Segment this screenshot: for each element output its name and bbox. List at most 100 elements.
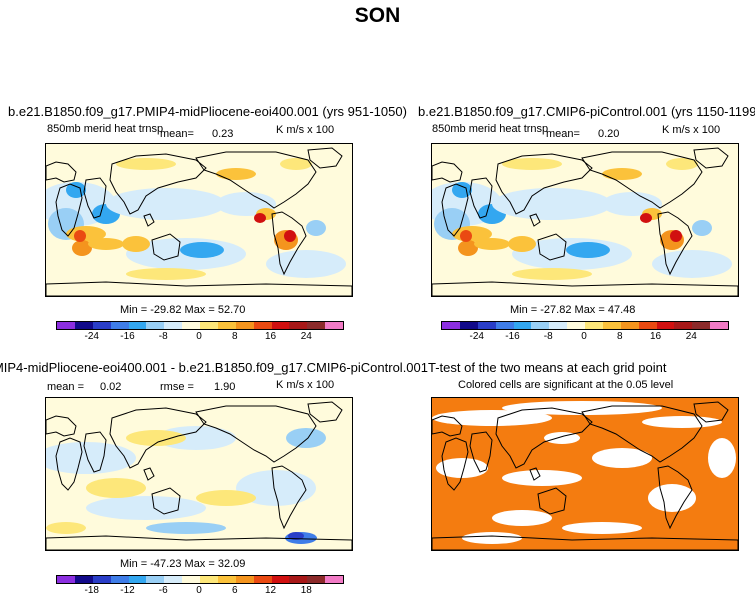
- panel2-variable-label: 850mb merid heat trnsp: [432, 123, 549, 135]
- colorbar-tick-label: -16: [120, 331, 135, 342]
- coastline: [693, 147, 729, 169]
- field-anomaly: [286, 428, 326, 448]
- colorbar-tick-label: 6: [231, 585, 238, 596]
- panel3-rmse-label: rmse =: [160, 381, 194, 393]
- field-anomaly: [602, 168, 642, 180]
- colorbar-swatch: [656, 322, 675, 329]
- panel2-mean-label: mean=: [546, 128, 580, 140]
- colorbar-swatch: [602, 322, 621, 329]
- coastline: [307, 147, 343, 169]
- field-anomaly: [566, 242, 610, 258]
- coastline: [109, 407, 207, 469]
- panel2-mean-value: 0.20: [598, 128, 620, 140]
- colorbar-swatch: [217, 322, 236, 329]
- field-anomaly: [592, 448, 652, 468]
- colorbar-swatch: [638, 322, 657, 329]
- coastline: [307, 401, 343, 423]
- field-anomaly: [474, 238, 510, 250]
- coastline: [537, 487, 567, 515]
- field-anomaly: [46, 522, 86, 534]
- field-anomaly: [116, 158, 176, 170]
- coastline: [46, 281, 352, 296]
- field-anomaly: [88, 238, 124, 250]
- field-anomaly: [432, 410, 552, 426]
- field-anomaly: [462, 532, 522, 544]
- colorbar-swatch: [146, 322, 165, 329]
- field-anomaly: [86, 496, 206, 520]
- panel3-min-label: Min =: [120, 558, 151, 570]
- coastline: [529, 213, 541, 227]
- panel4-subtitle: Colored cells are significant at the 0.0…: [458, 379, 674, 391]
- panel1-min-label: Min =: [120, 304, 151, 316]
- field-anomaly: [126, 430, 186, 446]
- field-anomaly: [156, 426, 236, 450]
- colorbar-swatch: [128, 322, 147, 329]
- colorbar-swatch: [74, 576, 93, 583]
- field-anomaly: [46, 442, 136, 474]
- colorbar-swatch: [128, 576, 147, 583]
- colorbar-swatch: [271, 576, 290, 583]
- field-anomaly: [266, 250, 346, 278]
- field-anomaly: [692, 220, 712, 236]
- panel3-rmse-value: 1.90: [214, 381, 236, 393]
- coastline: [581, 405, 703, 463]
- panel3-units: K m/s x 100: [276, 379, 335, 391]
- field-anomaly: [280, 158, 312, 170]
- colorbar-swatch: [531, 322, 550, 329]
- colorbar-swatch: [200, 322, 218, 329]
- coastline: [657, 465, 693, 530]
- field-anomaly: [126, 268, 206, 280]
- panel1-units: K m/s x 100: [276, 124, 335, 136]
- coastline: [271, 465, 307, 530]
- colorbar-swatch: [164, 576, 183, 583]
- colorbar-swatch: [92, 322, 111, 329]
- panel2-min-value: -27.82: [540, 304, 572, 316]
- panel1-variable-label: 850mb merid heat trnsp: [47, 123, 164, 135]
- colorbar-tick-label: 16: [649, 331, 662, 342]
- field-anomaly: [74, 230, 86, 242]
- coastline: [55, 437, 83, 491]
- field-anomaly: [492, 188, 612, 220]
- panel3-map: [45, 397, 353, 551]
- field-anomaly: [708, 438, 736, 478]
- colorbar-swatch: [182, 322, 200, 329]
- coastline: [469, 177, 493, 219]
- coastline: [657, 211, 693, 276]
- field-anomaly: [648, 484, 696, 512]
- field-anomaly: [180, 242, 224, 258]
- coastline: [495, 407, 593, 469]
- panel3-mean-label: mean =: [47, 381, 84, 393]
- colorbar-swatch: [164, 322, 183, 329]
- colorbar-tick-label: -12: [120, 585, 135, 596]
- colorbar-tick-label: 8: [231, 331, 238, 342]
- colorbar-swatch: [182, 576, 200, 583]
- colorbar-swatch: [253, 576, 272, 583]
- colorbar-tick-label: 0: [581, 331, 587, 342]
- colorbar-tick-label: 8: [616, 331, 623, 342]
- colorbar-swatch: [674, 322, 693, 329]
- panel3-max-value: 32.09: [217, 558, 246, 570]
- coastline: [432, 415, 463, 437]
- field-anomaly: [106, 188, 226, 220]
- coastline: [143, 467, 155, 481]
- field-anomaly: [502, 401, 662, 415]
- coastline: [143, 213, 155, 227]
- colorbar-tick-label: -24: [84, 331, 99, 342]
- panel1-map: [45, 143, 353, 297]
- coastline: [46, 161, 77, 183]
- field-anomaly: [492, 510, 552, 526]
- colorbar-swatch: [235, 322, 254, 329]
- coastline: [195, 405, 317, 463]
- panel4-map: [431, 397, 739, 551]
- colorbar-tick-label: -18: [84, 585, 99, 596]
- colorbar-swatch: [585, 322, 603, 329]
- colorbar-swatch: [307, 322, 326, 329]
- colorbar-swatch: [442, 322, 460, 329]
- field-anomaly: [86, 478, 146, 498]
- panel4-title: T-test of the two means at each grid poi…: [428, 360, 667, 375]
- colorbar-tick-label: 18: [300, 585, 312, 596]
- colorbar-swatch: [57, 576, 75, 583]
- field-anomaly: [562, 522, 642, 534]
- panel1-mean-label: mean=: [160, 128, 194, 140]
- coastline: [83, 177, 107, 219]
